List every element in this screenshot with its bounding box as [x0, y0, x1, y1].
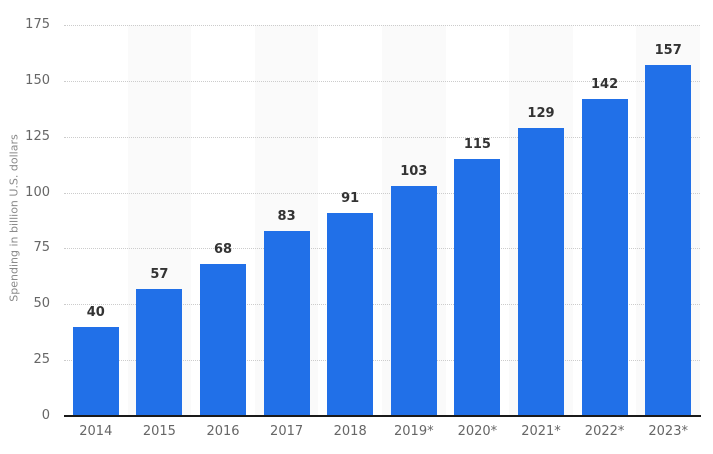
gridline	[64, 360, 700, 362]
value-label: 103	[400, 163, 428, 179]
y-axis-title: Spending in billion U.S. dollars	[7, 134, 21, 302]
x-tick-label: 2015	[142, 424, 176, 439]
x-tick-label: 2020*	[457, 424, 498, 439]
y-tick-label: 0	[41, 408, 50, 423]
x-tick-label: 2017	[270, 424, 304, 439]
gridline	[64, 136, 700, 138]
x-tick-label: 2022*	[584, 424, 625, 439]
value-label: 83	[277, 208, 296, 224]
gridline	[64, 248, 700, 250]
bar-2017[interactable]	[263, 230, 310, 416]
value-label: 142	[591, 76, 619, 92]
value-label: 57	[150, 266, 169, 282]
bar-2022*[interactable]	[581, 98, 628, 416]
value-label: 115	[463, 137, 491, 153]
bar-2014[interactable]	[72, 326, 119, 416]
bar-2019*[interactable]	[390, 185, 437, 416]
gridline	[64, 304, 700, 306]
bar-2021*[interactable]	[518, 127, 564, 416]
y-tick-label: 25	[33, 352, 50, 368]
y-tick-label: 75	[33, 240, 50, 256]
gridline	[64, 80, 700, 82]
bar-2020*[interactable]	[454, 159, 501, 416]
gridline	[64, 25, 700, 26]
bar-2018[interactable]	[327, 212, 374, 416]
value-label: 157	[654, 43, 682, 59]
x-tick-label: 2023*	[648, 424, 688, 439]
y-tick-label: 175	[25, 17, 50, 32]
bar-2016[interactable]	[200, 264, 246, 416]
bar-2023*[interactable]	[645, 65, 692, 416]
x-tick-label: 2016	[206, 424, 240, 439]
value-label: 40	[86, 304, 105, 320]
value-label: 129	[527, 105, 555, 121]
y-tick-label: 150	[25, 72, 50, 88]
y-tick-label: 100	[25, 184, 50, 200]
value-label: 91	[341, 190, 360, 206]
plot-area: 40 57 68 83 91 103 115 129 142 157	[64, 25, 700, 416]
x-tick-label: 2021*	[521, 424, 561, 439]
value-label: 68	[213, 242, 233, 258]
x-axis-line	[64, 415, 701, 417]
bar-2015[interactable]	[136, 288, 183, 416]
y-tick-label: 50	[33, 296, 50, 312]
gridline	[64, 192, 700, 194]
y-tick-label: 125	[25, 128, 50, 144]
x-tick-label: 2014	[79, 424, 113, 439]
x-tick-label: 2019*	[394, 424, 434, 439]
x-tick-label: 2018	[333, 424, 367, 439]
